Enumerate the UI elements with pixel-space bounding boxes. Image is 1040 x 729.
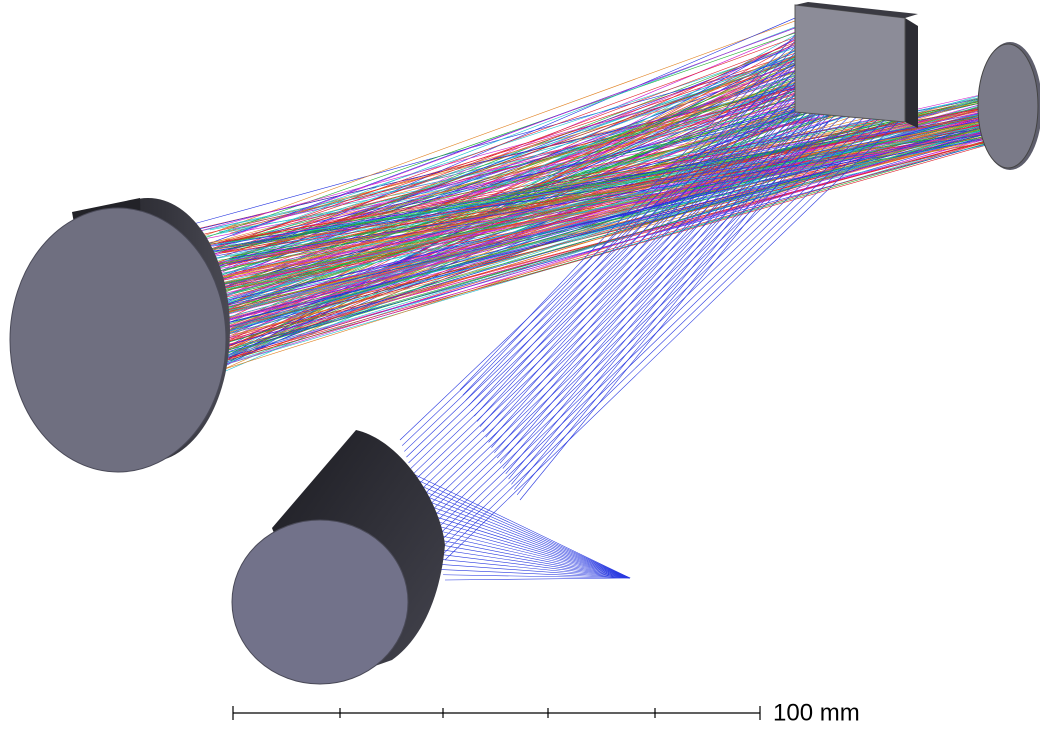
ray: [474, 51, 807, 416]
ray: [422, 517, 630, 578]
fold-mirror: [795, 2, 918, 128]
optical-layout: 100 mm: [0, 0, 1040, 729]
detector: [978, 42, 1040, 170]
collimator-mirror: [10, 198, 230, 472]
ray: [402, 44, 824, 446]
ray: [445, 578, 630, 580]
scale-label: 100 mm: [773, 699, 860, 726]
ray: [413, 63, 843, 474]
scale-bar: 100 mm: [233, 699, 860, 726]
ray: [420, 512, 630, 578]
ray: [214, 92, 1010, 300]
ray: [424, 82, 862, 503]
camera-lens: [232, 430, 445, 684]
ray: [489, 73, 815, 443]
ray: [432, 543, 630, 578]
ray: [226, 102, 886, 289]
ray: [416, 501, 630, 578]
ray: [503, 94, 822, 468]
ray: [509, 103, 825, 479]
